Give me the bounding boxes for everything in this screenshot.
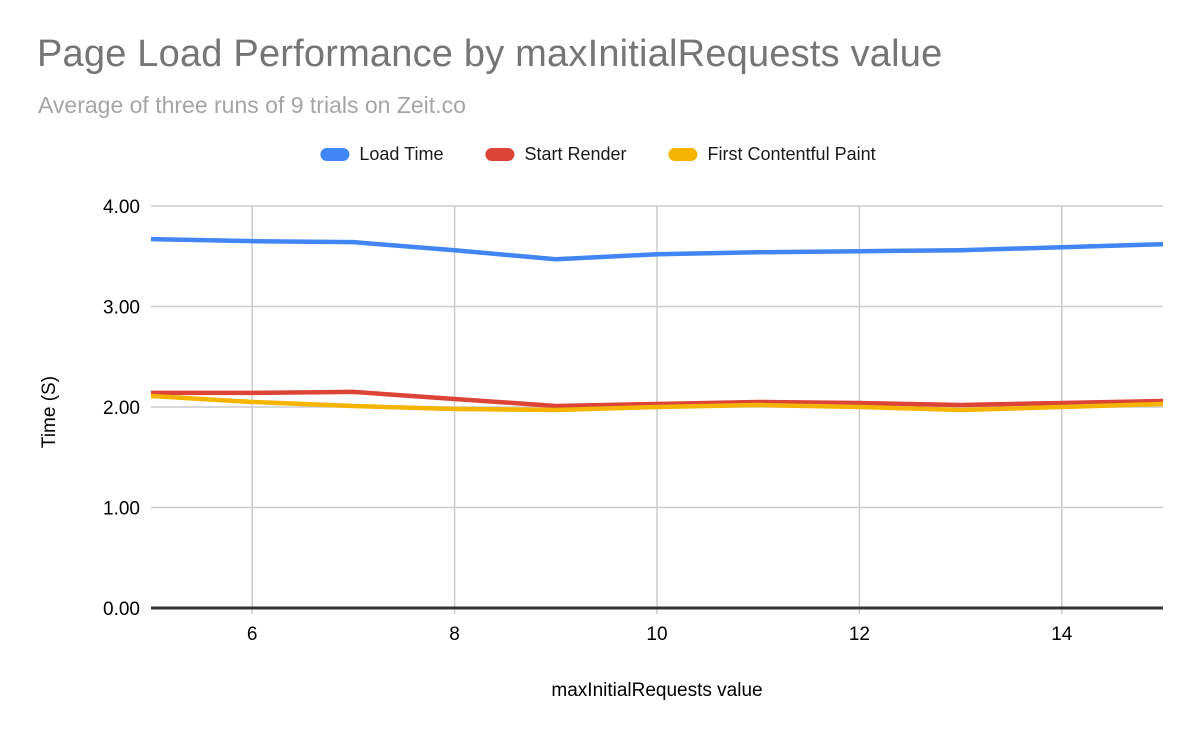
legend-label-first-contentful-paint: First Contentful Paint xyxy=(707,144,876,164)
legend-label-start-render: Start Render xyxy=(524,144,627,164)
x-tick-label-6: 6 xyxy=(247,624,258,645)
legend-item-load-time: Load Time xyxy=(320,144,443,165)
y-tick-label-2: 2.00 xyxy=(103,398,140,419)
x-tick-label-12: 12 xyxy=(849,624,870,645)
chart-title: Page Load Performance by maxInitialReque… xyxy=(37,33,943,75)
legend-item-start-render: Start Render xyxy=(485,144,627,165)
legend-label-load-time: Load Time xyxy=(359,144,444,164)
x-tick-label-10: 10 xyxy=(646,624,667,645)
legend: Load Time Start Render First Contentful … xyxy=(320,144,876,165)
y-tick-label-1: 1.00 xyxy=(103,499,140,520)
y-tick-label-0: 0.00 xyxy=(103,599,140,620)
series-line-start-render xyxy=(151,389,1164,409)
first-contentful-paint-swatch xyxy=(668,148,698,161)
chart-subtitle: Average of three runs of 9 trials on Zei… xyxy=(38,92,466,118)
start-render-swatch xyxy=(485,148,515,161)
x-tick-label-8: 8 xyxy=(449,624,460,645)
series-line-first-contentful-paint xyxy=(150,393,1164,413)
series-line-load-time xyxy=(150,236,1164,262)
y-tick-label-4: 4.00 xyxy=(103,197,140,218)
x-axis-title: maxInitialRequests value xyxy=(551,680,763,701)
load-time-swatch xyxy=(320,148,350,161)
x-tick-label-14: 14 xyxy=(1051,624,1073,645)
legend-item-first-contentful-paint: First Contentful Paint xyxy=(668,144,876,165)
y-axis-title: Time (S) xyxy=(39,375,60,449)
y-tick-label-3: 3.00 xyxy=(103,298,140,319)
